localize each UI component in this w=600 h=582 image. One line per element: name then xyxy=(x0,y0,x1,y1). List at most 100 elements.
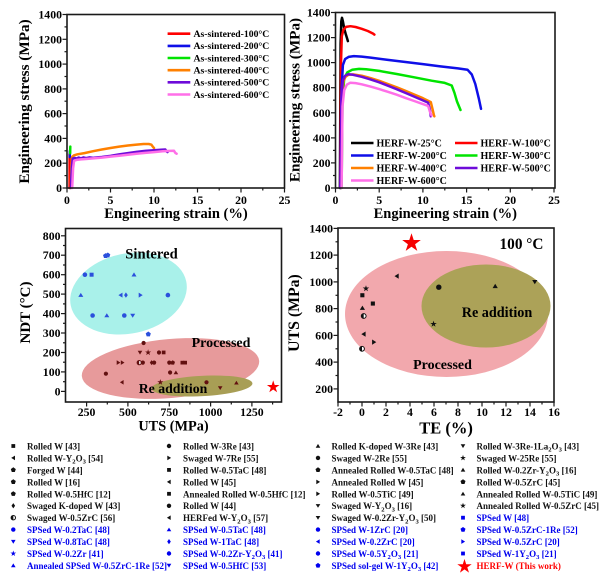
svg-text:As-sintered-600°C: As-sintered-600°C xyxy=(194,90,270,101)
svg-text:As-sintered-300°C: As-sintered-300°C xyxy=(194,53,270,64)
svg-text:Swaged W-Y2​O3​ [16]: Swaged W-Y2​O3​ [16] xyxy=(332,501,413,513)
svg-text:Annealed Rolled W [45]: Annealed Rolled W [45] xyxy=(332,477,424,487)
svg-text:5: 5 xyxy=(108,193,114,207)
svg-text:Swaged W-25Re [55]: Swaged W-25Re [55] xyxy=(477,453,557,463)
svg-text:Swaged W-7Re [55]: Swaged W-7Re [55] xyxy=(183,453,259,463)
svg-text:400: 400 xyxy=(315,355,333,369)
svg-text:Annealed Rolled W-0.5TaC [48]: Annealed Rolled W-0.5TaC [48] xyxy=(332,465,454,475)
svg-text:15: 15 xyxy=(461,193,473,207)
svg-text:12: 12 xyxy=(500,405,512,419)
svg-text:700: 700 xyxy=(43,248,61,262)
svg-text:SPSed W-1Y2​O3​ [21]: SPSed W-1Y2​O3​ [21] xyxy=(477,549,557,561)
svg-text:HERF-W-100°C: HERF-W-100°C xyxy=(481,138,551,149)
svg-text:1200: 1200 xyxy=(38,32,62,46)
svg-text:200: 200 xyxy=(315,382,333,396)
svg-text:SPSed W-0.5TaC [48]: SPSed W-0.5TaC [48] xyxy=(183,525,266,535)
svg-text:20: 20 xyxy=(504,193,516,207)
svg-text:HERF-W-300°C: HERF-W-300°C xyxy=(481,151,551,162)
svg-text:500: 500 xyxy=(119,405,137,419)
svg-text:SPSed W-0.5ZrC-1Re [52]: SPSed W-0.5ZrC-1Re [52] xyxy=(477,525,578,535)
svg-text:HERF-W-200°C: HERF-W-200°C xyxy=(377,151,447,162)
svg-text:Sintered: Sintered xyxy=(125,247,177,263)
svg-text:400: 400 xyxy=(313,131,331,145)
svg-text:100 °C: 100 °C xyxy=(500,236,544,253)
svg-text:14: 14 xyxy=(524,405,536,419)
svg-text:TE (%): TE (%) xyxy=(419,419,473,438)
svg-text:750: 750 xyxy=(160,405,178,419)
svg-text:6: 6 xyxy=(431,405,437,419)
svg-text:Swaged W-2Re [55]: Swaged W-2Re [55] xyxy=(332,453,408,463)
svg-text:Rolled W [16]: Rolled W [16] xyxy=(27,477,80,487)
svg-text:Engineering strain (%): Engineering strain (%) xyxy=(104,206,248,222)
svg-text:HERF-W (This work): HERF-W (This work) xyxy=(477,561,561,571)
svg-text:Re addition: Re addition xyxy=(462,305,533,321)
svg-text:800: 800 xyxy=(44,82,62,96)
svg-text:600: 600 xyxy=(315,328,333,342)
svg-text:1200: 1200 xyxy=(307,31,331,45)
svg-text:1000: 1000 xyxy=(199,405,223,419)
svg-text:SPSed W-0.5ZrC [20]: SPSed W-0.5ZrC [20] xyxy=(477,537,560,547)
svg-text:0: 0 xyxy=(359,405,365,419)
svg-text:As-sintered-500°C: As-sintered-500°C xyxy=(194,78,270,89)
svg-text:600: 600 xyxy=(43,268,61,282)
svg-text:16: 16 xyxy=(548,405,560,419)
svg-text:Processed: Processed xyxy=(192,336,251,351)
svg-text:Annealed SPSed W-0.5ZrC-1Re [5: Annealed SPSed W-0.5ZrC-1Re [52] xyxy=(27,561,167,571)
svg-text:As-sintered-200°C: As-sintered-200°C xyxy=(194,41,270,52)
svg-text:Rolled W-0.2Zr-Y2​O3​ [16]: Rolled W-0.2Zr-Y2​O3​ [16] xyxy=(477,465,577,477)
svg-text:Swaged K-doped W [43]: Swaged K-doped W [43] xyxy=(27,501,120,511)
svg-text:Rolled W-Y2​O3​ [54]: Rolled W-Y2​O3​ [54] xyxy=(27,453,103,465)
svg-text:SPSed sol-gel W-1Y2​O3​ [42]: SPSed sol-gel W-1Y2​O3​ [42] xyxy=(332,561,439,573)
svg-text:1400: 1400 xyxy=(309,221,333,235)
svg-text:NDT (°C): NDT (°C) xyxy=(18,282,34,344)
svg-text:Annealed Rolled W-0.5TiC [49]: Annealed Rolled W-0.5TiC [49] xyxy=(477,489,598,499)
svg-text:0: 0 xyxy=(64,193,70,207)
svg-text:0: 0 xyxy=(325,181,331,195)
svg-text:1000: 1000 xyxy=(38,57,62,71)
svg-text:Engineering stress (MPa): Engineering stress (MPa) xyxy=(16,19,33,183)
svg-text:400: 400 xyxy=(43,307,61,321)
svg-text:Rolled W [43]: Rolled W [43] xyxy=(27,442,80,452)
svg-text:200: 200 xyxy=(313,156,331,170)
svg-text:20: 20 xyxy=(235,193,247,207)
svg-text:UTS (MPa): UTS (MPa) xyxy=(286,274,303,352)
svg-text:2: 2 xyxy=(383,405,389,419)
svg-text:Processed: Processed xyxy=(413,358,472,373)
svg-text:SPSed W [48]: SPSed W [48] xyxy=(477,513,530,523)
svg-text:Swaged W-0.2Zr-Y2​O3​ [50]: Swaged W-0.2Zr-Y2​O3​ [50] xyxy=(332,513,437,525)
svg-text:SPSed W-0.2ZrC [20]: SPSed W-0.2ZrC [20] xyxy=(332,537,415,547)
svg-text:15: 15 xyxy=(192,193,204,207)
svg-text:UTS (MPa): UTS (MPa) xyxy=(138,419,209,435)
svg-text:Rolled W-3Re [43]: Rolled W-3Re [43] xyxy=(183,442,254,452)
svg-text:1000: 1000 xyxy=(307,56,331,70)
svg-text:SPSed W-1ZrC [20]: SPSed W-1ZrC [20] xyxy=(332,525,409,535)
svg-text:Annealed Rolled W-0.5HfC [12]: Annealed Rolled W-0.5HfC [12] xyxy=(183,489,306,499)
svg-text:25: 25 xyxy=(279,193,291,207)
svg-text:200: 200 xyxy=(44,156,62,170)
svg-text:10: 10 xyxy=(148,193,160,207)
svg-text:Rolled W [44]: Rolled W [44] xyxy=(183,501,236,511)
svg-text:Rolled W-3Re-1La2​O3​ [43]: Rolled W-3Re-1La2​O3​ [43] xyxy=(477,442,580,454)
svg-text:4: 4 xyxy=(407,405,413,419)
svg-text:200: 200 xyxy=(43,346,61,360)
svg-text:8: 8 xyxy=(455,405,461,419)
svg-text:HERF-W-600°C: HERF-W-600°C xyxy=(377,176,447,187)
svg-text:HERF-W-500°C: HERF-W-500°C xyxy=(481,163,551,174)
svg-text:0: 0 xyxy=(55,384,61,398)
svg-text:SPSed W-1TaC [48]: SPSed W-1TaC [48] xyxy=(183,537,259,547)
svg-text:Rolled W-0.5TaC [48]: Rolled W-0.5TaC [48] xyxy=(183,465,266,475)
svg-text:400: 400 xyxy=(44,131,62,145)
svg-text:10: 10 xyxy=(417,193,429,207)
svg-text:600: 600 xyxy=(313,106,331,120)
svg-text:1400: 1400 xyxy=(307,6,331,20)
svg-text:1000: 1000 xyxy=(309,275,333,289)
svg-text:-2: -2 xyxy=(333,405,343,419)
svg-text:Rolled W-0.5HfC [12]: Rolled W-0.5HfC [12] xyxy=(27,489,111,499)
svg-text:HERF-W-400°C: HERF-W-400°C xyxy=(377,163,447,174)
svg-text:500: 500 xyxy=(43,287,61,301)
svg-text:250: 250 xyxy=(78,405,96,419)
svg-text:Forged W [44]: Forged W [44] xyxy=(27,465,83,475)
svg-text:Annealed Rolled W-0.5ZrC [45]: Annealed Rolled W-0.5ZrC [45] xyxy=(477,501,600,511)
svg-text:100: 100 xyxy=(43,365,61,379)
svg-text:800: 800 xyxy=(313,81,331,95)
